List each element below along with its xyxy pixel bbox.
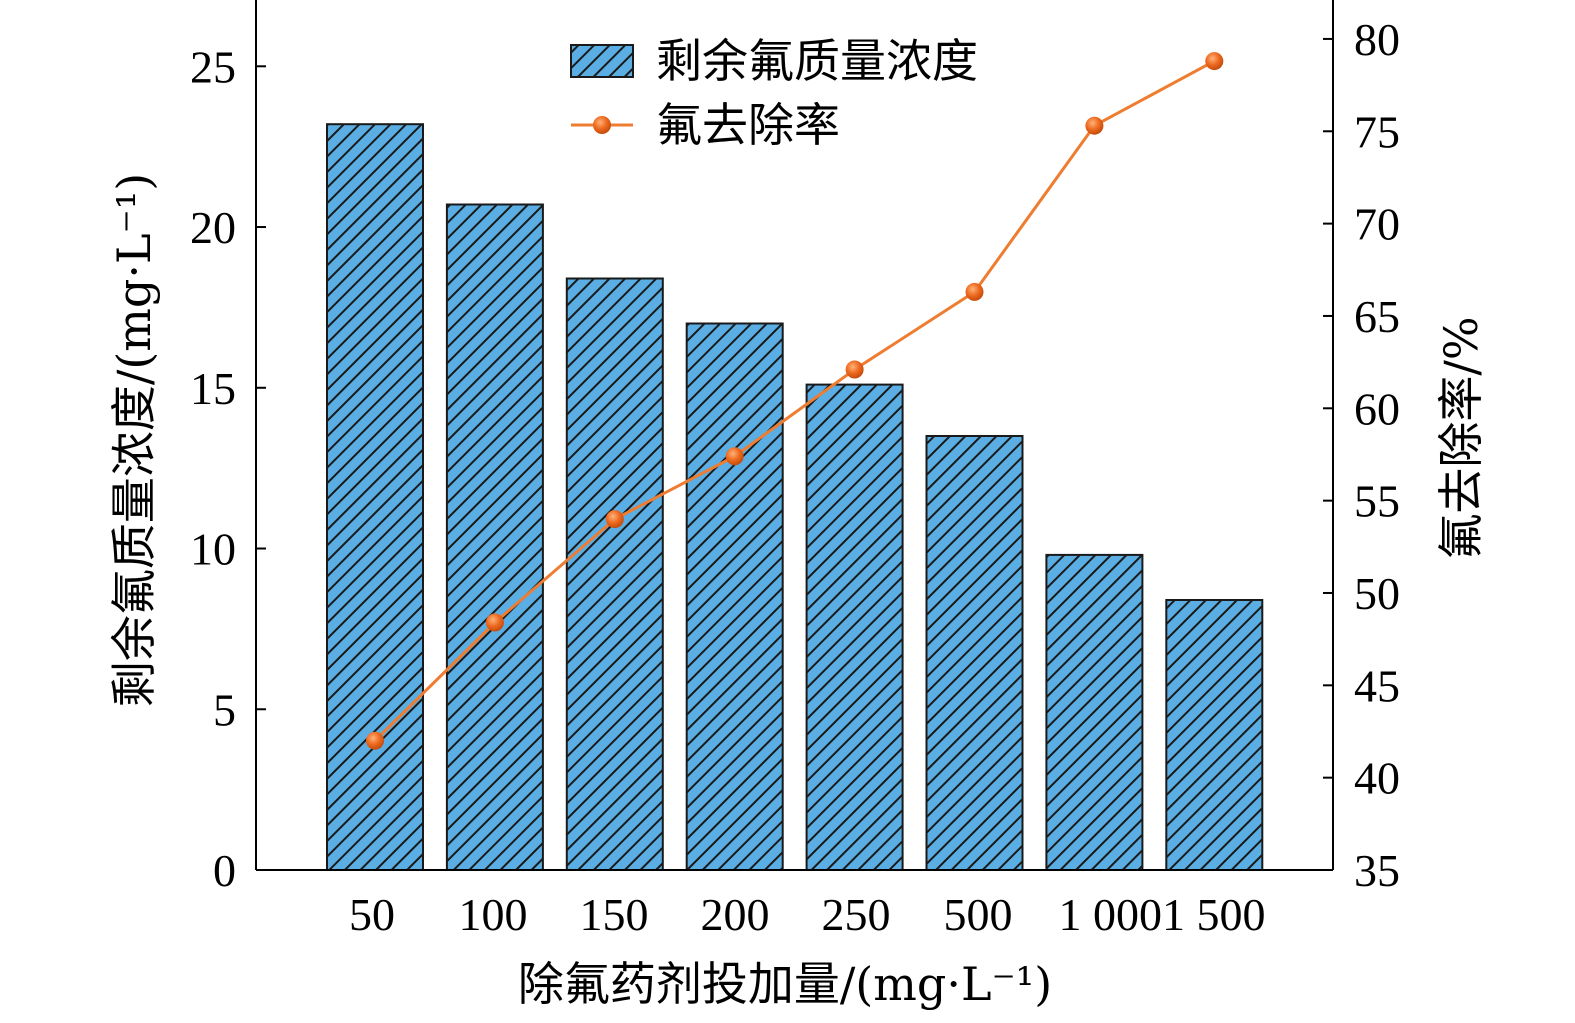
- x-tick-label-2: 150: [580, 889, 649, 940]
- line-point-1: [485, 613, 504, 632]
- line-point-4: [845, 360, 864, 379]
- y-right-tick-label-1: 40: [1354, 753, 1400, 804]
- line-point-3: [725, 447, 744, 466]
- line-series: [366, 52, 1224, 750]
- y-left-tick-label-2: 10: [190, 524, 236, 575]
- legend-label-line: 氟去除率: [656, 98, 840, 152]
- axes: 0 5 10 15 20 25 35 40 45 50 55 60 65 70 75 80 50 100 150 20…: [190, 0, 1400, 940]
- y-right-tick-label-5: 60: [1354, 383, 1400, 434]
- legend-label-bar: 剩余氟质量浓度: [656, 34, 978, 88]
- line-point-7: [1205, 52, 1224, 71]
- line-point-0: [366, 731, 384, 750]
- legend-swatch-marker: [593, 116, 611, 134]
- x-tick-label-0: 50: [349, 889, 395, 940]
- line-point-5: [965, 282, 984, 301]
- y-right-tick-label-0: 35: [1354, 845, 1400, 896]
- x-axis-title: 除氟药剂投加量/(mg·L⁻¹): [518, 957, 1052, 1011]
- y-right-tick-label-8: 75: [1354, 106, 1400, 157]
- y-left-tick-label-1: 5: [213, 684, 236, 735]
- y-left-tick-label-3: 15: [190, 363, 236, 414]
- bar-2: [565, 277, 664, 871]
- y-right-tick-label-3: 50: [1354, 568, 1400, 619]
- y-right-tick-label-9: 80: [1354, 14, 1400, 65]
- legend-swatch-bar: [570, 44, 634, 78]
- y-left-tick-label-4: 20: [190, 202, 236, 253]
- x-tick-label-3: 200: [701, 889, 770, 940]
- y-right-tick-label-6: 65: [1354, 291, 1400, 342]
- y-axis-left-title: 剩余氟质量浓度/(mg·L⁻¹): [107, 173, 161, 707]
- bar-3: [685, 322, 784, 871]
- x-tick-label-5: 500: [944, 889, 1013, 940]
- line-point-6: [1085, 116, 1104, 135]
- x-tick-label-1: 100: [459, 889, 528, 940]
- bar-7: [1165, 599, 1264, 871]
- line-point-2: [605, 510, 624, 529]
- bar-1: [445, 203, 544, 871]
- y-left-tick-label-5: 25: [190, 41, 236, 92]
- bar-0: [326, 123, 424, 871]
- bar-4: [805, 383, 904, 871]
- removal-rate-line: [373, 59, 1216, 742]
- x-tick-label-4: 250: [822, 889, 891, 940]
- x-tick-label-6: 1 0001 500: [1059, 889, 1266, 940]
- legend: 剩余氟质量浓度 氟去除率: [570, 34, 978, 152]
- bar-5: [925, 435, 1024, 871]
- bar-series: [326, 123, 1264, 872]
- bar-6: [1045, 553, 1144, 872]
- y-axis-right-title: 氟去除率/%: [1434, 316, 1488, 559]
- y-right-tick-label-4: 55: [1354, 476, 1400, 527]
- y-left-tick-label-0: 0: [213, 845, 236, 896]
- y-right-tick-label-2: 45: [1354, 660, 1400, 711]
- y-right-tick-label-7: 70: [1354, 199, 1400, 250]
